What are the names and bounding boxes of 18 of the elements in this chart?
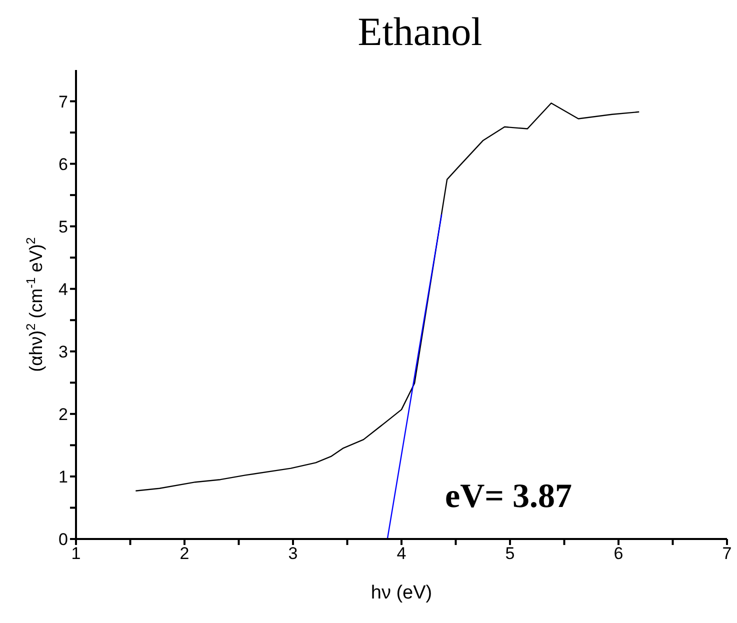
x-tick-label: 6 [614,544,624,564]
y-tick-label: 1 [58,468,68,486]
x-axis-title: hν (eV) [370,582,432,604]
y-tick-label: 3 [58,342,68,362]
x-tick-label: 1 [71,544,81,564]
y-tick-label: 5 [58,217,68,236]
y-tick-label: 7 [58,92,68,112]
y-tick-label: 4 [58,280,68,299]
y-tick-label: 0 [58,530,68,550]
chart-title: Ethanol [356,8,484,55]
x-tick-label: 4 [396,544,406,564]
x-tick-label: 7 [722,544,732,564]
x-tick-label: 5 [505,544,515,564]
y-tick-label: 2 [58,404,68,424]
y-tick-label: 6 [58,154,68,174]
annotation: eV= 3.87 [445,478,572,516]
x-tick-label: 2 [180,544,190,564]
x-tick-label: 3 [288,544,298,564]
